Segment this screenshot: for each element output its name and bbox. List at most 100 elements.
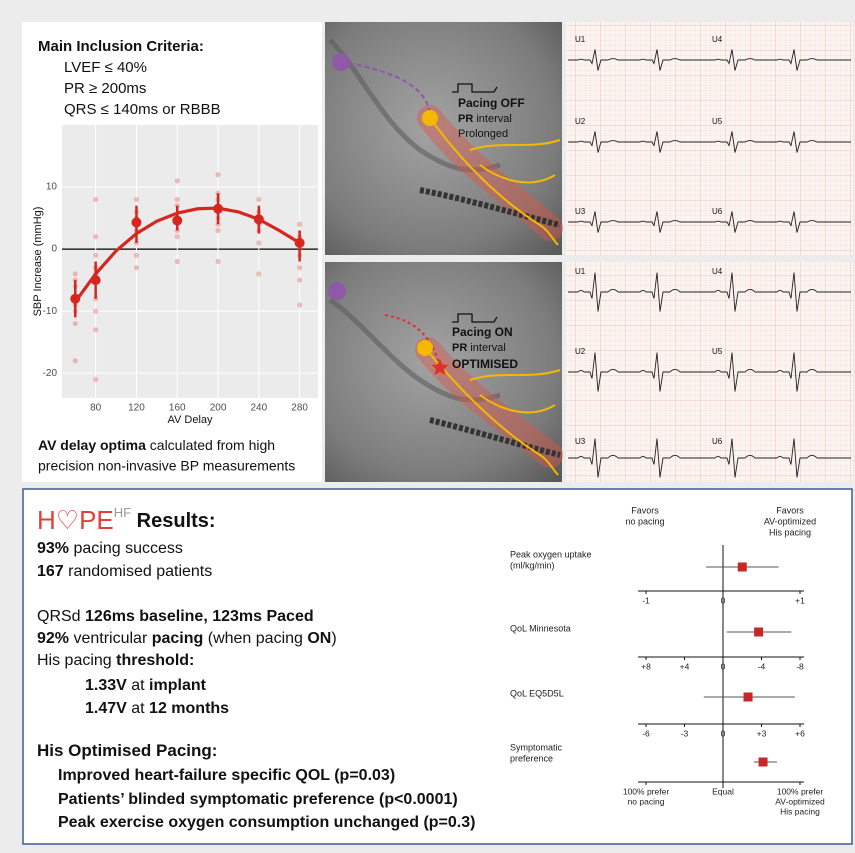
forest-tick-label: Equal — [712, 786, 734, 796]
results-segment: 93% — [37, 540, 69, 557]
forest-tick-label: +8 — [641, 661, 651, 671]
results-segment: His Optimised Pacing: — [37, 741, 217, 760]
mean-point — [254, 214, 264, 224]
caption: AV delay optima calculated from high — [38, 437, 275, 453]
forest-tick-label: +4 — [680, 661, 690, 671]
ecg-lead-label: U6 — [712, 207, 723, 216]
favors-left: Favors — [631, 505, 659, 515]
angio-status: Prolonged — [458, 128, 508, 140]
raw-point — [256, 197, 261, 202]
raw-point — [297, 265, 302, 270]
raw-point — [134, 253, 139, 258]
forest-tick-label: 100% prefer — [623, 786, 669, 796]
forest-estimate — [754, 628, 763, 637]
raw-point — [215, 259, 220, 264]
results-segment: 1.33V — [85, 677, 127, 694]
results-line: QRSd 126ms baseline, 123ms Paced — [37, 608, 314, 625]
mean-point — [131, 217, 141, 227]
results-line: 167 randomised patients — [37, 563, 212, 580]
criteria-item: PR ≥ 200ms — [64, 80, 146, 97]
y-tick-label: -10 — [43, 306, 58, 317]
forest-tick-label: +3 — [757, 728, 767, 738]
x-axis-label: AV Delay — [167, 414, 213, 426]
angio-status: OPTIMISED — [452, 357, 518, 371]
ecg-lead-label: U3 — [575, 437, 586, 446]
angio-title: Pacing OFF — [458, 96, 525, 110]
interval: interval — [473, 113, 512, 125]
results-segment: pacing success — [69, 540, 183, 557]
mean-point — [70, 294, 80, 304]
ecg-lead-label: U1 — [575, 267, 586, 276]
forest-tick-label: His pacing — [780, 806, 820, 816]
results-segment: Improved heart-failure specific QOL (p=0… — [58, 767, 395, 784]
raw-point — [93, 309, 98, 314]
x-tick-label: 160 — [169, 403, 186, 414]
x-tick-label: 80 — [90, 403, 102, 414]
raw-point — [93, 197, 98, 202]
angio-pr: PR interval — [452, 342, 506, 354]
y-axis-label: SBP Increase (mmHg) — [32, 207, 44, 317]
pr: PR — [452, 342, 467, 354]
ecg-lead-label: U3 — [575, 207, 586, 216]
criteria-item: QRS ≤ 140ms or RBBB — [64, 101, 221, 118]
results-line: 1.47V at 12 months — [85, 700, 229, 717]
forest-tick-label: -8 — [796, 661, 804, 671]
forest-tick-label: AV-optimized — [775, 796, 825, 806]
forest-estimate — [759, 758, 768, 767]
mean-point — [213, 204, 223, 214]
raw-point — [297, 222, 302, 227]
raw-point — [93, 377, 98, 382]
raw-point — [215, 172, 220, 177]
results-segment: QRSd — [37, 608, 85, 625]
ecg-lead-label: U1 — [575, 35, 586, 44]
raw-point — [175, 178, 180, 183]
ecg-grid — [566, 22, 853, 255]
results-segment: implant — [149, 677, 207, 694]
results-segment: ON — [307, 630, 331, 647]
x-tick-label: 280 — [291, 403, 308, 414]
forest-tick-label: 100% prefer — [777, 786, 823, 796]
results-line: Peak exercise oxygen consumption unchang… — [58, 814, 475, 831]
caption-text: calculated from high — [146, 437, 275, 453]
y-tick-label: 10 — [46, 182, 58, 193]
logo: H♡PE — [37, 505, 114, 535]
mean-point — [172, 216, 182, 226]
row-label: QoL EQ5D5L — [510, 688, 564, 698]
results-segment: 12 months — [149, 700, 229, 717]
pr: PR — [458, 113, 473, 125]
results-segment: pacing — [152, 630, 204, 647]
results-segment: ventricular — [69, 630, 152, 647]
raw-point — [297, 278, 302, 283]
raw-point — [175, 197, 180, 202]
favors-right: Favors — [776, 505, 804, 515]
forest-tick-label: +6 — [795, 728, 805, 738]
results-line: 92% ventricular pacing (when pacing ON) — [37, 630, 337, 647]
criteria-title: Main Inclusion Criteria: — [38, 38, 204, 55]
criteria-item: LVEF ≤ 40% — [64, 59, 147, 76]
row-label: Peak oxygen uptake — [510, 549, 592, 559]
results-line: His pacing threshold: — [37, 652, 194, 669]
raw-point — [256, 240, 261, 245]
results-segment: at — [127, 677, 149, 694]
forest-tick-label: 0 — [721, 595, 726, 605]
raw-point — [256, 271, 261, 276]
caption-bold: AV delay optima — [38, 437, 146, 453]
results-segment: at — [127, 700, 149, 717]
raw-point — [297, 302, 302, 307]
page: { "inclusion": { "title": "Main Inclusio… — [0, 0, 855, 848]
raw-point — [175, 259, 180, 264]
raw-point — [175, 234, 180, 239]
raw-point — [73, 358, 78, 363]
forest-estimate — [738, 563, 747, 572]
results-segment: 167 — [37, 563, 64, 580]
favors-right: His pacing — [769, 527, 811, 537]
ecg-lead-label: U5 — [712, 347, 723, 356]
results-line: Patients’ blinded symptomatic preference… — [58, 791, 458, 808]
raw-point — [93, 327, 98, 332]
results-line: 1.33V at implant — [85, 677, 207, 694]
results-segment: 1.47V — [85, 700, 127, 717]
forest-tick-label: +1 — [795, 595, 805, 605]
x-tick-label: 240 — [251, 403, 268, 414]
interval: interval — [467, 342, 506, 354]
results-line: 93% pacing success — [37, 540, 183, 557]
